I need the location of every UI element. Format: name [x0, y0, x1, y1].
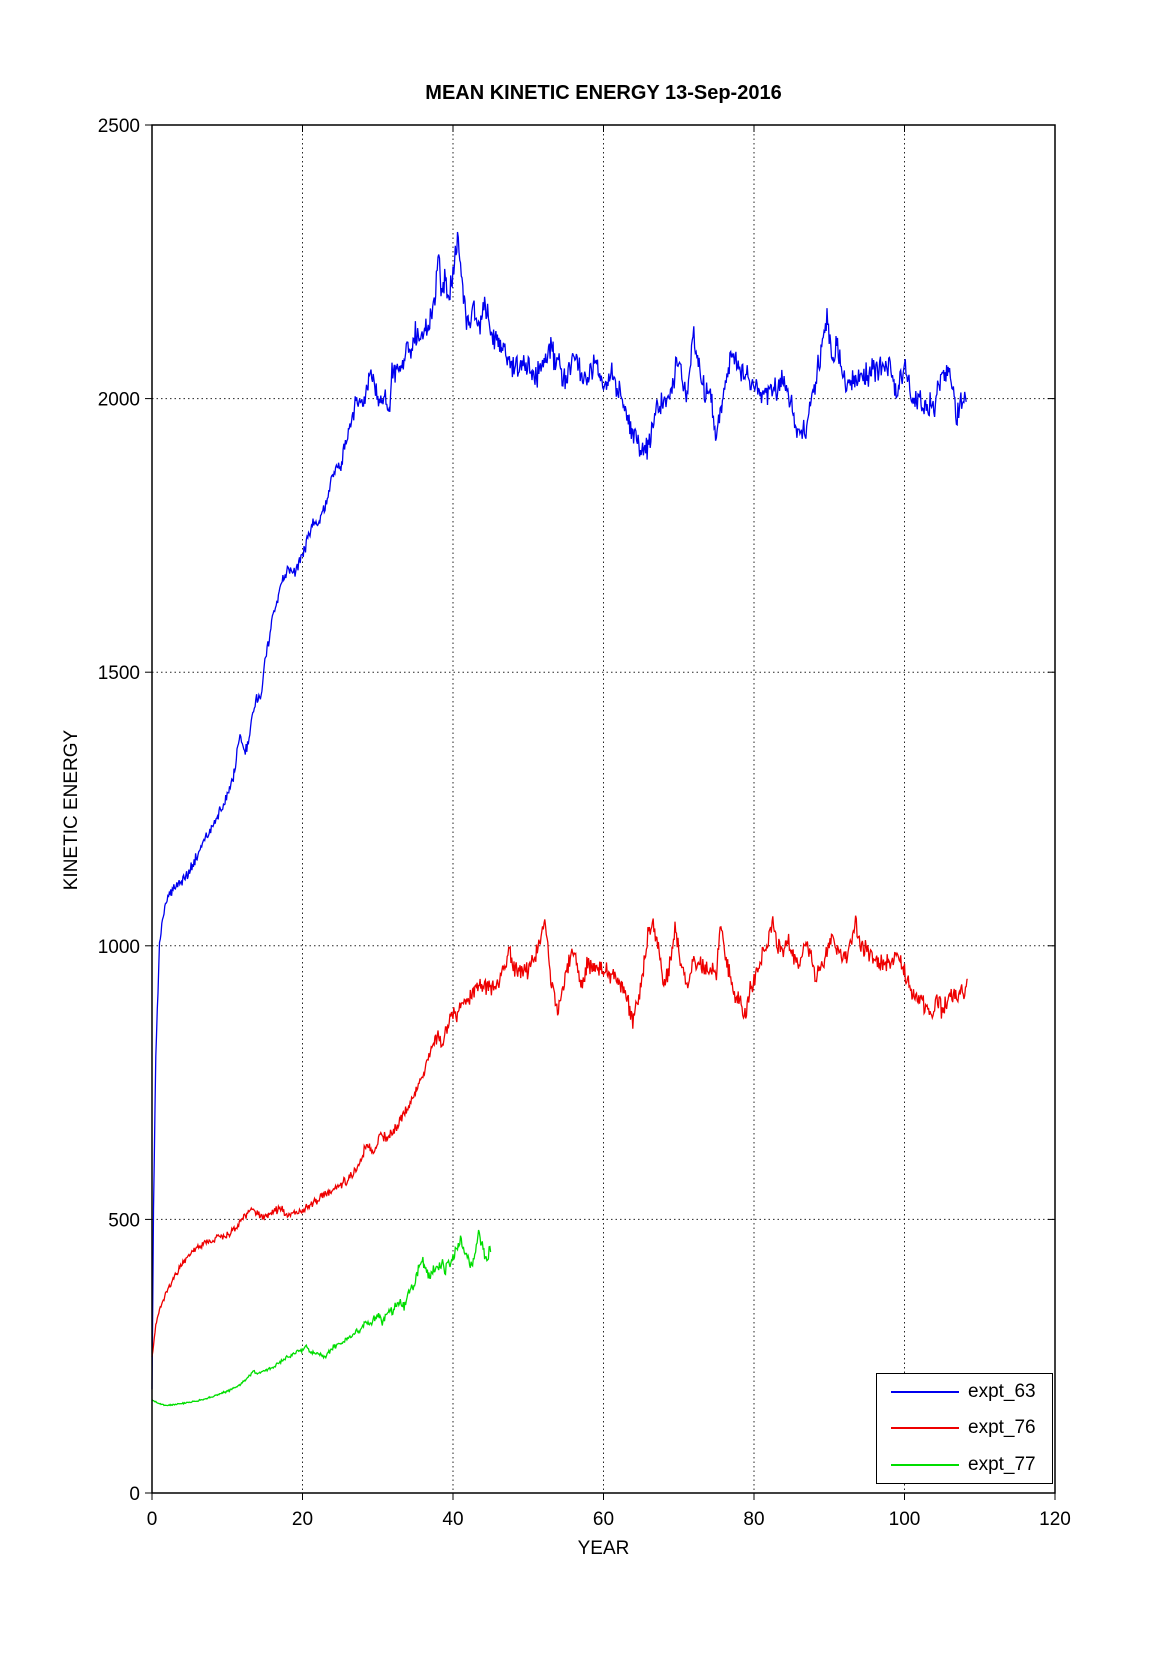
legend: expt_63 expt_76 expt_77: [876, 1373, 1053, 1484]
y-tick-label: 1000: [98, 937, 140, 958]
legend-line-sample-red: [891, 1427, 959, 1430]
legend-label: expt_77: [968, 1453, 1036, 1475]
y-tick-label: 1500: [98, 663, 140, 684]
x-tick-label: 80: [743, 1509, 764, 1530]
series-line-expt_76: [151, 915, 968, 1357]
legend-label: expt_76: [968, 1417, 1036, 1439]
grid-layer: [145, 124, 1056, 1500]
legend-row: expt_63: [877, 1374, 1052, 1410]
y-tick-label: 2000: [98, 390, 140, 411]
legend-line-sample-green: [891, 1463, 959, 1466]
tick-label-layer: 0 20 40 60 80 100 120 0 500 1000 1500 2000 2500: [98, 116, 1071, 1530]
y-tick-label: 2500: [98, 116, 140, 137]
x-tick-label: 20: [292, 1509, 313, 1530]
x-tick-label: 0: [147, 1509, 158, 1530]
x-tick-label: 40: [442, 1509, 463, 1530]
legend-row: expt_77: [877, 1447, 1052, 1483]
y-axis-label: KINETIC ENERGY: [61, 729, 82, 891]
x-tick-label: 120: [1039, 1509, 1071, 1530]
y-tick-label: 500: [108, 1210, 140, 1231]
x-tick-label: 100: [889, 1509, 921, 1530]
series-line-expt_63: [151, 231, 967, 1390]
plot-frame: [151, 124, 1056, 1494]
series-layer: [151, 231, 968, 1407]
legend-line-sample-blue: [891, 1391, 959, 1394]
y-tick-label: 0: [129, 1484, 140, 1505]
legend-label: expt_63: [968, 1381, 1036, 1403]
series-line-expt_77: [151, 1229, 492, 1407]
chart-title: MEAN KINETIC ENERGY 13-Sep-2016: [425, 82, 782, 104]
legend-row: expt_76: [877, 1410, 1052, 1446]
x-tick-label: 60: [593, 1509, 614, 1530]
x-axis-label: YEAR: [577, 1538, 630, 1559]
